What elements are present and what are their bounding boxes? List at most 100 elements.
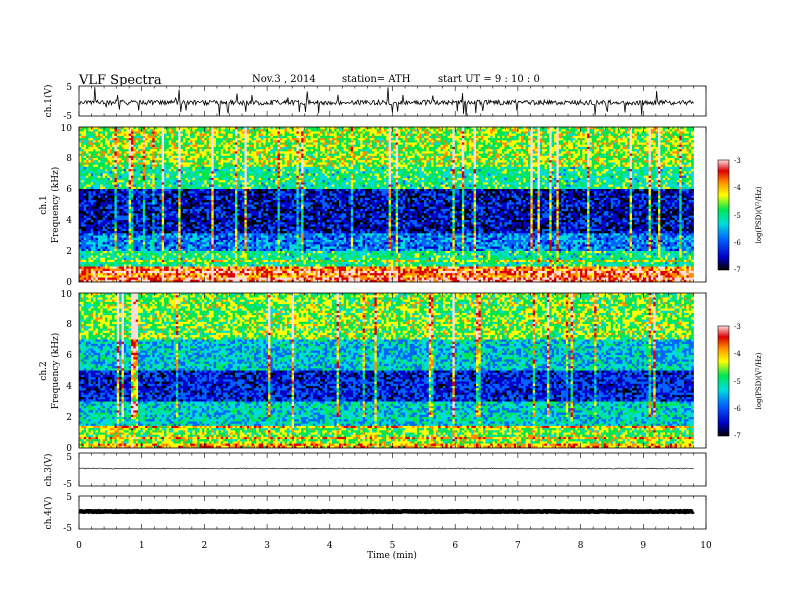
spectrogram-cell (244, 262, 247, 265)
spectrogram-cell (93, 216, 96, 219)
spectrogram-cell (207, 165, 210, 168)
spectrogram-cell (136, 262, 139, 265)
spectrogram-cell (185, 134, 188, 137)
spectrogram-cell (112, 269, 115, 272)
spectrogram-cell (166, 227, 169, 230)
spectrogram-cell (136, 207, 139, 210)
spectrogram-cell (148, 191, 151, 194)
spectrogram-cell (143, 253, 146, 256)
spectrogram-cell (171, 273, 174, 276)
spectrogram-cell (84, 134, 87, 137)
spectrogram-cell (152, 185, 155, 188)
spectrogram-cell (112, 247, 115, 250)
spectrogram-cell (183, 273, 186, 276)
spectrogram-cell (244, 258, 247, 261)
spectrogram-cell (221, 154, 224, 157)
spectrogram-cell (131, 247, 134, 250)
spectrogram-cell (150, 129, 153, 132)
spectrogram-cell (81, 145, 84, 148)
spectrogram-cell (240, 269, 243, 272)
spectrogram-cell (88, 145, 91, 148)
spectrogram-cell (216, 191, 219, 194)
spectrogram-cell (171, 278, 174, 281)
spectrogram-cell (86, 200, 89, 203)
spectrogram-cell (79, 200, 82, 203)
spectrogram-cell (152, 211, 155, 214)
spectrogram-cell (209, 145, 212, 148)
spectrogram-cell (230, 253, 233, 256)
spectrogram-cell (221, 196, 224, 199)
spectrogram-cell (157, 200, 160, 203)
spectrogram-cell (126, 154, 129, 157)
spectrogram-cell (93, 129, 96, 132)
spectrogram-cell (98, 207, 101, 210)
spectrogram-cell (185, 169, 188, 172)
spectrogram-cell (81, 160, 84, 163)
spectrogram-cell (159, 258, 162, 261)
spectrogram-cell (190, 269, 193, 272)
spectrogram-cell (100, 262, 103, 265)
spectrogram-cell (124, 191, 127, 194)
spectrogram-cell (145, 231, 148, 234)
spectrogram-cell (178, 169, 181, 172)
spectrogram-cell (242, 258, 245, 261)
spectrogram-cell (240, 154, 243, 157)
spectrogram-cell (237, 278, 240, 281)
spectrogram-cell (202, 200, 205, 203)
spectrogram-cell (86, 129, 89, 132)
spectrogram-cell (188, 258, 191, 261)
spectrogram-cell (207, 134, 210, 137)
spectrogram-cell (145, 207, 148, 210)
spectrogram-cell (235, 169, 238, 172)
spectrogram-cell (211, 154, 214, 157)
spectrogram-cell (216, 138, 219, 141)
spectrogram-cell (79, 191, 82, 194)
spectrogram-cell (214, 273, 217, 276)
spectrogram-cell (86, 227, 89, 230)
spectrogram-cell (174, 169, 177, 172)
spectrogram-cell (162, 160, 165, 163)
spectrogram-cell (230, 216, 233, 219)
spectrogram-cell (112, 176, 115, 179)
spectrogram-cell (242, 238, 245, 241)
spectrogram-cell (183, 238, 186, 241)
spectrogram-cell (131, 207, 134, 210)
spectrogram-cell (150, 222, 153, 225)
spectrogram-cell (119, 222, 122, 225)
spectrogram-cell (176, 207, 179, 210)
spectrogram-cell (91, 138, 94, 141)
spectrogram-cell (100, 211, 103, 214)
spectrogram-cell (174, 165, 177, 168)
spectrogram-cell (131, 238, 134, 241)
spectrogram-cell (223, 145, 226, 148)
spectrogram-cell (242, 154, 245, 157)
spectrogram-cell (207, 238, 210, 241)
spectrogram-cell (237, 134, 240, 137)
spectrogram-cell (138, 196, 141, 199)
spectrogram-cell (133, 253, 136, 256)
spectrogram-cell (98, 278, 101, 281)
spectrogram-cell (155, 180, 158, 183)
spectrogram-cell (181, 207, 184, 210)
spectrogram-cell (105, 129, 108, 132)
spectrogram-cell (181, 200, 184, 203)
spectrogram-cell (235, 196, 238, 199)
spectrogram-cell (240, 138, 243, 141)
spectrogram-cell (226, 262, 229, 265)
spectrogram-cell (103, 149, 106, 152)
spectrogram-cell (129, 129, 132, 132)
spectrogram-cell (244, 200, 247, 203)
spectrogram-cell (138, 129, 141, 132)
spectrogram-cell (218, 180, 221, 183)
spectrogram-cell (240, 258, 243, 261)
spectrogram-cell (192, 180, 195, 183)
header-date: Nov.3 , 2014 (252, 74, 316, 85)
spectrogram-cell (117, 211, 120, 214)
spectrogram-cell (98, 165, 101, 168)
spectrogram-cell (197, 207, 200, 210)
spectrogram-cell (169, 176, 172, 179)
spectrogram-cell (88, 169, 91, 172)
spectrogram-cell (126, 145, 129, 148)
spectrogram-cell (242, 200, 245, 203)
spectrogram-cell (211, 269, 214, 272)
